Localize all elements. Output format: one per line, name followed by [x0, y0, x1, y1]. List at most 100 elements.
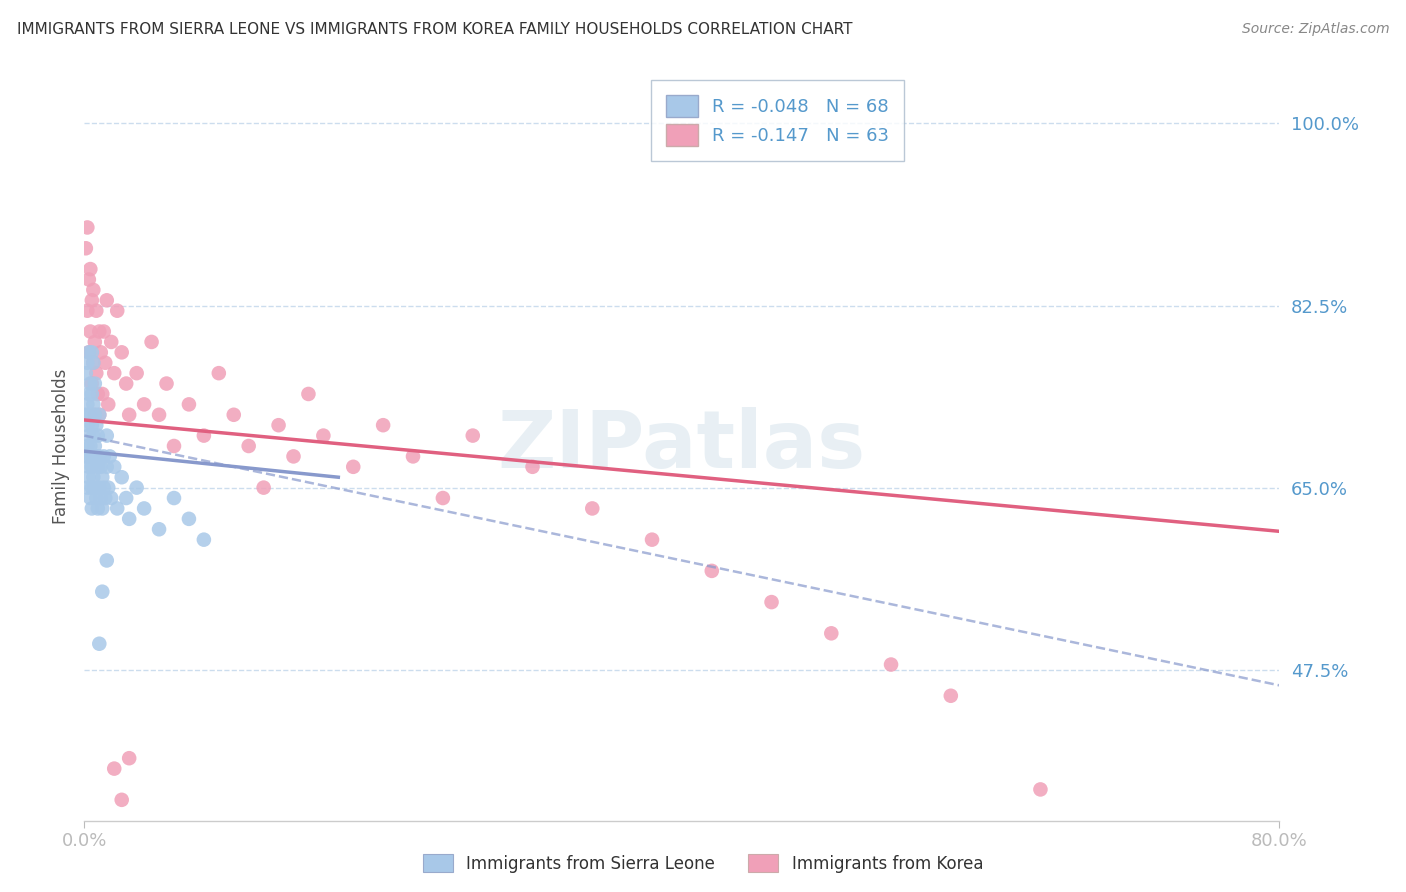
Point — [93, 325, 115, 339]
Legend: Immigrants from Sierra Leone, Immigrants from Korea: Immigrants from Sierra Leone, Immigrants… — [416, 847, 990, 880]
Point — [90, 345, 112, 359]
Point — [86, 450, 108, 464]
Point — [132, 501, 156, 516]
Point — [105, 501, 128, 516]
Point — [522, 459, 544, 474]
Point — [402, 450, 425, 464]
Y-axis label: Family Households: Family Households — [52, 368, 70, 524]
Point — [76, 439, 98, 453]
Point — [641, 533, 664, 547]
Point — [193, 533, 215, 547]
Point — [79, 408, 101, 422]
Point — [96, 459, 118, 474]
Text: Source: ZipAtlas.com: Source: ZipAtlas.com — [1241, 22, 1389, 37]
Point — [80, 345, 103, 359]
Point — [373, 418, 395, 433]
Point — [700, 564, 723, 578]
Point — [297, 387, 319, 401]
Point — [87, 428, 110, 442]
Point — [177, 512, 200, 526]
Point — [76, 397, 98, 411]
Point — [83, 481, 105, 495]
Point — [461, 428, 484, 442]
Point — [91, 470, 114, 484]
Point — [82, 428, 104, 442]
Point — [83, 334, 105, 349]
Point — [100, 334, 122, 349]
Point — [83, 376, 105, 391]
Point — [89, 325, 111, 339]
Point — [75, 241, 97, 255]
Point — [1029, 782, 1052, 797]
Point — [76, 303, 98, 318]
Point — [98, 450, 121, 464]
Point — [163, 491, 186, 505]
Point — [82, 397, 104, 411]
Point — [118, 408, 141, 422]
Point — [312, 428, 335, 442]
Point — [77, 345, 100, 359]
Point — [118, 751, 141, 765]
Point — [118, 512, 141, 526]
Point — [77, 272, 100, 286]
Point — [91, 387, 114, 401]
Point — [79, 325, 101, 339]
Point — [89, 408, 111, 422]
Point — [103, 762, 125, 776]
Point — [76, 220, 98, 235]
Text: IMMIGRANTS FROM SIERRA LEONE VS IMMIGRANTS FROM KOREA FAMILY HOUSEHOLDS CORRELAT: IMMIGRANTS FROM SIERRA LEONE VS IMMIGRAN… — [17, 22, 852, 37]
Point — [80, 418, 103, 433]
Point — [79, 376, 101, 391]
Point — [115, 491, 138, 505]
Point — [141, 334, 163, 349]
Point — [238, 439, 260, 453]
Point — [82, 356, 104, 370]
Point — [96, 553, 118, 567]
Point — [283, 450, 305, 464]
Point — [77, 345, 100, 359]
Point — [111, 345, 134, 359]
Point — [97, 397, 120, 411]
Point — [267, 418, 290, 433]
Point — [163, 439, 186, 453]
Point — [111, 470, 134, 484]
Point — [76, 481, 98, 495]
Text: ZIPatlas: ZIPatlas — [498, 407, 866, 485]
Point — [80, 501, 103, 516]
Point — [91, 501, 114, 516]
Point — [761, 595, 783, 609]
Point — [208, 366, 231, 380]
Point — [581, 501, 603, 516]
Point — [89, 481, 111, 495]
Point — [76, 418, 98, 433]
Point — [77, 428, 100, 442]
Point — [193, 428, 215, 442]
Point — [80, 293, 103, 308]
Point — [880, 657, 903, 672]
Point — [86, 303, 108, 318]
Point — [90, 491, 112, 505]
Point — [87, 459, 110, 474]
Point — [82, 450, 104, 464]
Point — [91, 584, 114, 599]
Point — [105, 303, 128, 318]
Point — [93, 450, 115, 464]
Point — [83, 408, 105, 422]
Point — [177, 397, 200, 411]
Point — [79, 450, 101, 464]
Point — [111, 793, 134, 807]
Point — [77, 459, 100, 474]
Point — [432, 491, 454, 505]
Point — [820, 626, 842, 640]
Point — [86, 366, 108, 380]
Point — [77, 387, 100, 401]
Point — [79, 439, 101, 453]
Point — [342, 459, 364, 474]
Point — [80, 376, 103, 391]
Legend: R = -0.048   N = 68, R = -0.147   N = 63: R = -0.048 N = 68, R = -0.147 N = 63 — [651, 80, 904, 161]
Point — [75, 450, 97, 464]
Point — [115, 376, 138, 391]
Point — [80, 459, 103, 474]
Point — [93, 481, 115, 495]
Point — [148, 522, 170, 536]
